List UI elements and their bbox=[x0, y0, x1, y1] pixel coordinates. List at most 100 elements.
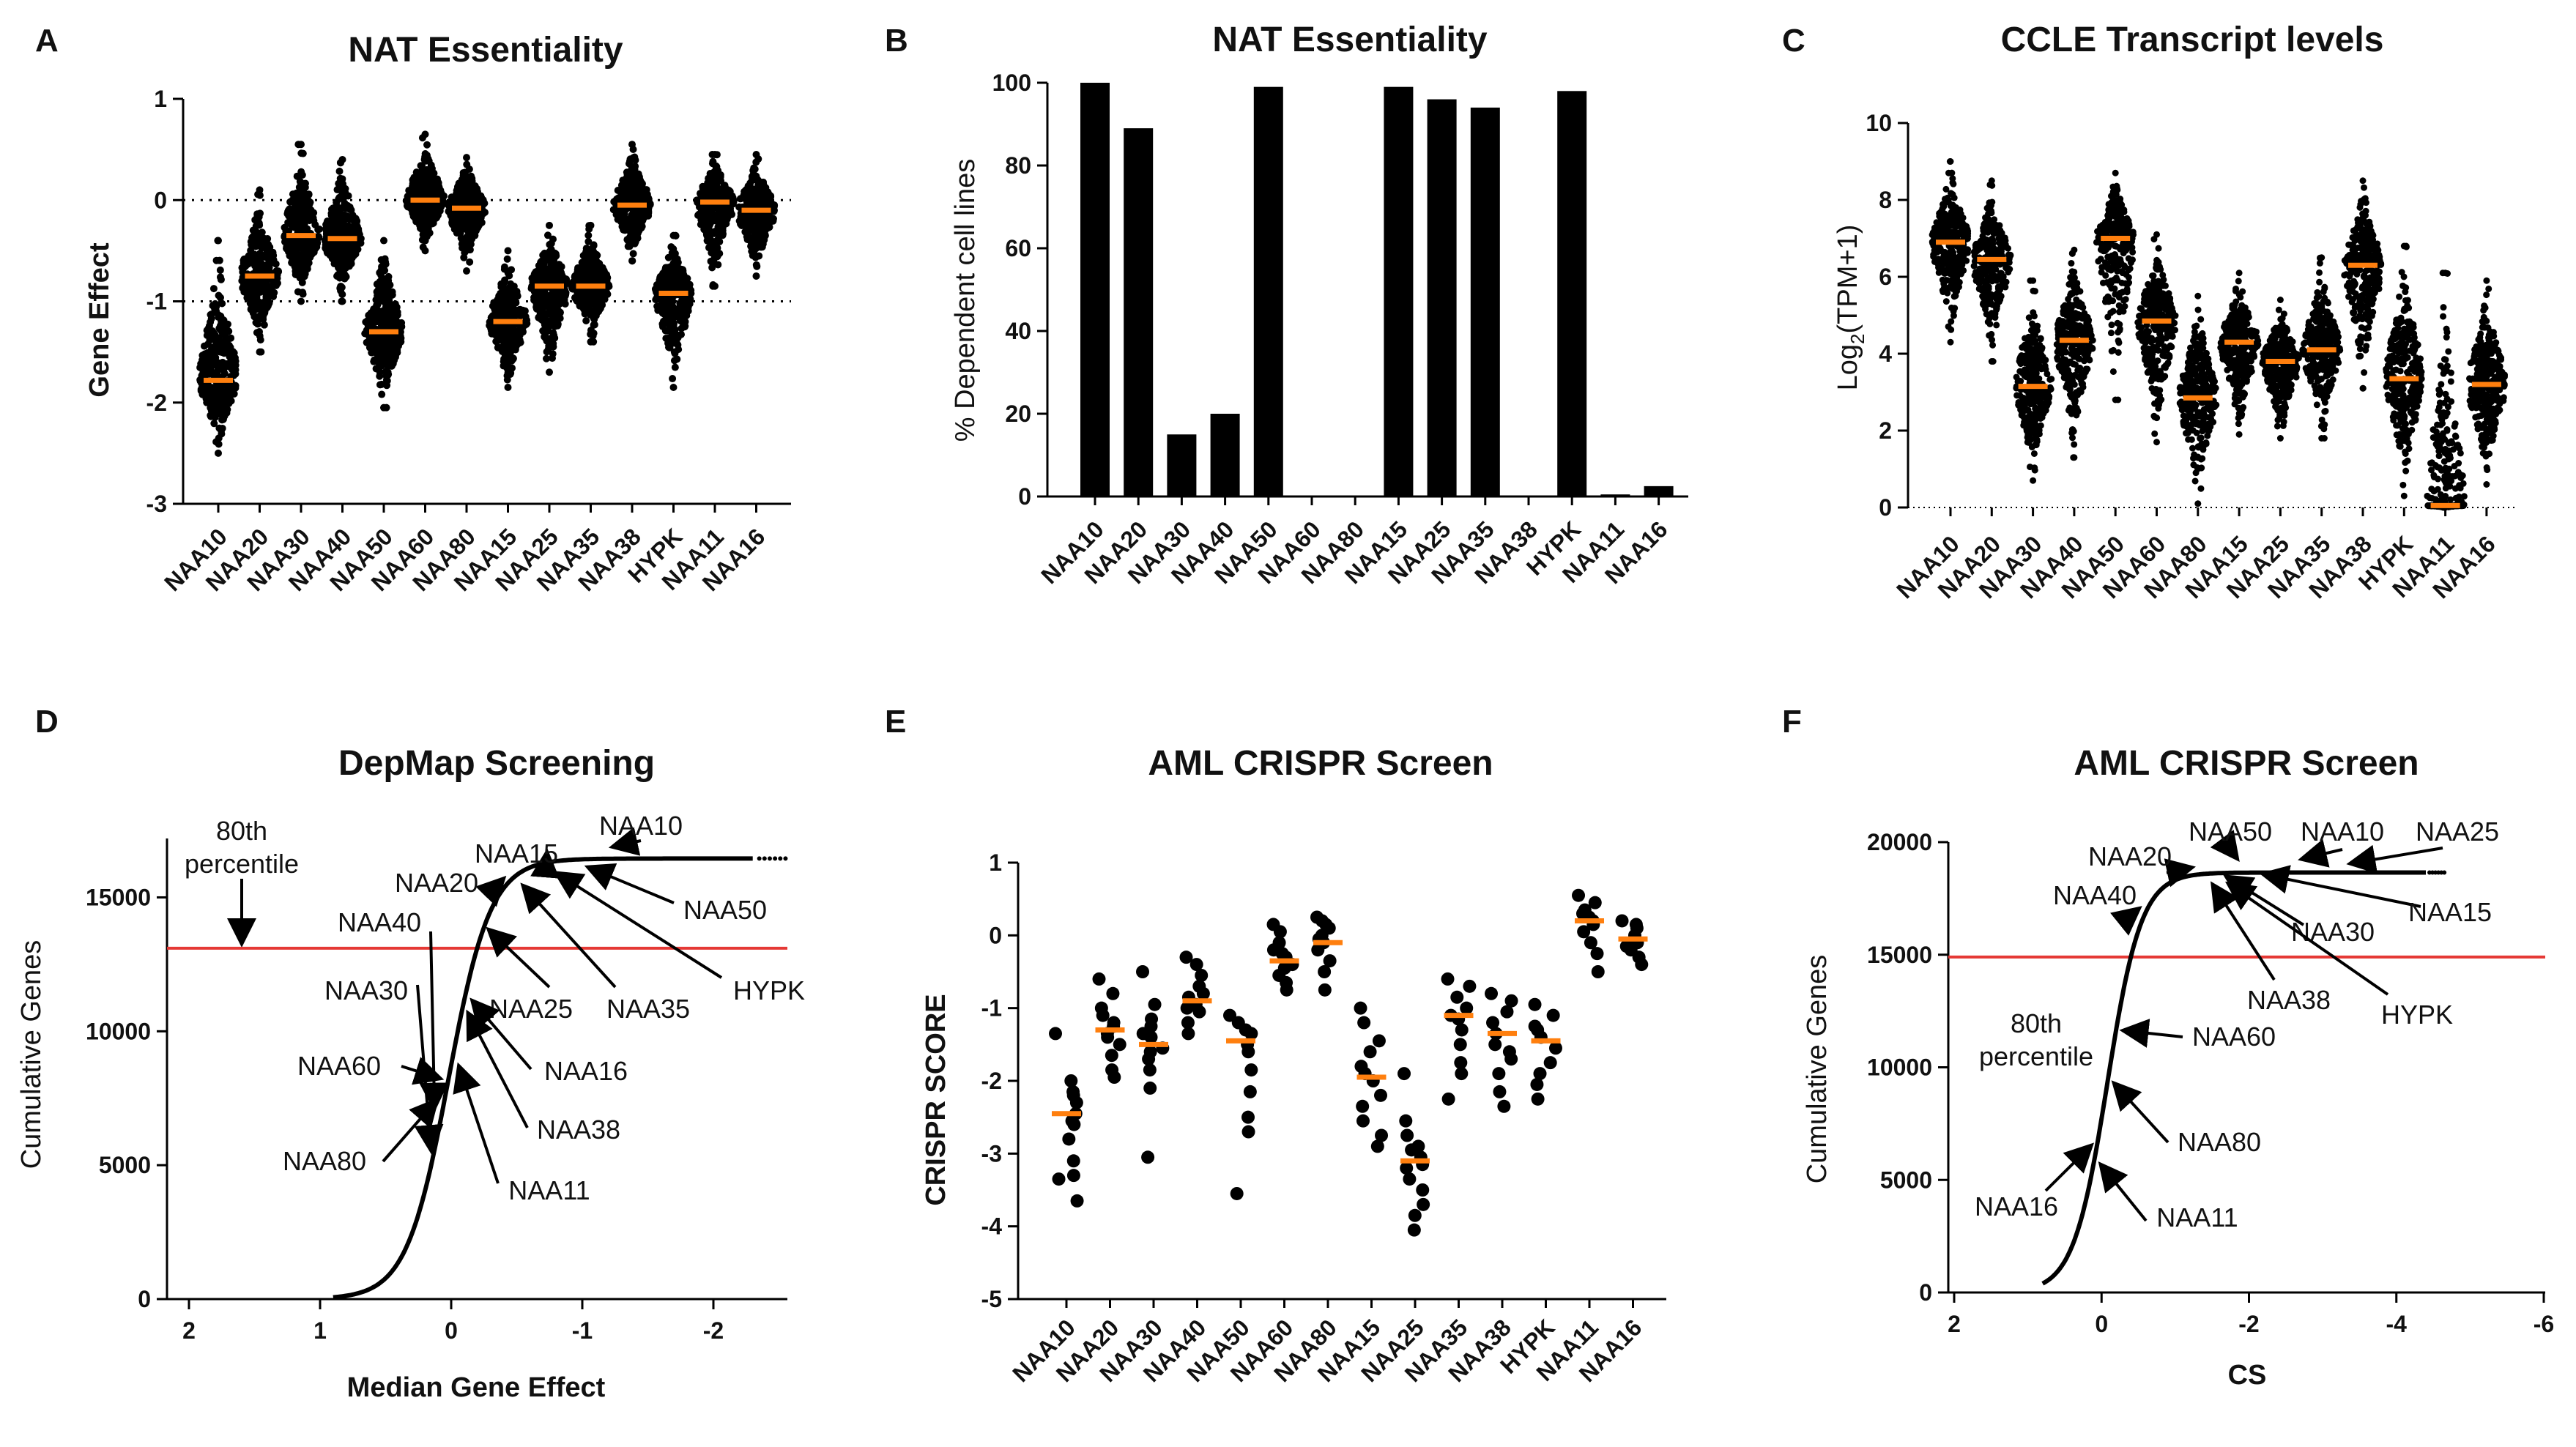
data-point bbox=[380, 316, 388, 324]
panel-a: A NAT Essentiality Gene Effect 10-1-2-3N… bbox=[35, 23, 791, 596]
data-point bbox=[595, 264, 604, 272]
data-point bbox=[752, 261, 760, 269]
data-point bbox=[463, 182, 471, 190]
data-point bbox=[389, 302, 397, 310]
data-point bbox=[294, 244, 302, 252]
data-point bbox=[376, 278, 384, 286]
panel-letter-a: A bbox=[35, 23, 59, 59]
data-point bbox=[548, 337, 556, 345]
data-point bbox=[197, 360, 205, 368]
data-point bbox=[560, 276, 568, 284]
data-point bbox=[539, 289, 547, 297]
data-point bbox=[332, 248, 340, 256]
data-point bbox=[540, 253, 548, 261]
data-point bbox=[346, 227, 354, 235]
category-naa60 bbox=[402, 130, 448, 255]
data-point bbox=[374, 291, 382, 300]
data-point bbox=[502, 301, 511, 309]
data-point bbox=[220, 349, 228, 357]
data-point bbox=[301, 270, 309, 278]
data-point bbox=[425, 217, 433, 225]
data-point bbox=[1984, 319, 1992, 326]
data-point bbox=[230, 371, 238, 379]
data-point bbox=[678, 324, 686, 332]
data-point bbox=[466, 246, 474, 254]
data-point bbox=[628, 181, 636, 189]
data-point bbox=[333, 206, 341, 214]
data-point bbox=[587, 338, 595, 346]
data-point bbox=[316, 225, 324, 233]
y-tick-label: 4 bbox=[1879, 341, 1892, 367]
data-point bbox=[371, 307, 379, 315]
data-point bbox=[261, 297, 270, 305]
y-tick-label: 80 bbox=[1005, 152, 1031, 179]
data-point bbox=[1985, 262, 1992, 269]
data-point bbox=[289, 217, 297, 226]
panel-letter-b: B bbox=[885, 23, 908, 59]
data-point bbox=[573, 288, 581, 296]
data-point bbox=[639, 214, 647, 222]
data-point bbox=[587, 326, 595, 334]
data-point bbox=[544, 327, 552, 335]
data-point bbox=[253, 277, 261, 285]
data-point bbox=[468, 223, 476, 231]
data-point bbox=[337, 287, 345, 295]
data-point bbox=[300, 184, 308, 192]
data-point bbox=[378, 390, 386, 398]
y-tick-label: 0 bbox=[1879, 494, 1892, 521]
bar-naa10 bbox=[1080, 83, 1110, 496]
data-point bbox=[714, 261, 722, 269]
data-point bbox=[363, 338, 371, 346]
data-point bbox=[344, 261, 352, 269]
data-point bbox=[423, 141, 431, 149]
data-point bbox=[383, 382, 391, 390]
data-point bbox=[292, 189, 300, 197]
data-point bbox=[1993, 321, 2000, 329]
data-point bbox=[471, 231, 479, 239]
data-point bbox=[1934, 223, 1941, 231]
data-point bbox=[660, 304, 668, 312]
data-point bbox=[198, 371, 206, 379]
category-naa20 bbox=[1970, 177, 2014, 365]
data-point bbox=[1961, 228, 1969, 236]
y-tick-label: 0 bbox=[154, 187, 167, 213]
data-point bbox=[338, 155, 346, 163]
data-point bbox=[587, 221, 595, 229]
data-point bbox=[249, 241, 257, 249]
data-point bbox=[466, 173, 474, 181]
y-tick-label: -1 bbox=[146, 289, 167, 315]
plot-area-c: 1086420NAA10NAA20NAA30NAA40NAA50NAA60NAA… bbox=[1866, 110, 2516, 603]
data-point bbox=[684, 303, 692, 311]
data-point bbox=[1983, 236, 1990, 243]
data-point bbox=[346, 215, 354, 223]
data-point bbox=[350, 252, 358, 260]
data-point bbox=[204, 340, 212, 348]
data-point bbox=[1998, 229, 2005, 237]
data-point bbox=[1946, 250, 1953, 257]
data-point bbox=[256, 312, 264, 320]
data-point bbox=[207, 406, 215, 414]
data-point bbox=[212, 256, 220, 264]
data-point bbox=[544, 266, 552, 274]
data-point bbox=[393, 316, 401, 324]
data-point bbox=[503, 330, 511, 338]
data-point bbox=[499, 283, 507, 291]
data-point bbox=[617, 217, 626, 226]
data-point bbox=[718, 229, 726, 237]
data-point bbox=[747, 235, 755, 243]
y-tick-label: 20 bbox=[1005, 401, 1031, 427]
data-point bbox=[463, 154, 470, 162]
data-point bbox=[593, 251, 601, 259]
data-point bbox=[623, 236, 631, 244]
data-point bbox=[226, 393, 234, 401]
data-point bbox=[508, 364, 516, 372]
bar-naa30 bbox=[1167, 434, 1197, 496]
data-point bbox=[1988, 330, 1995, 338]
data-point bbox=[756, 196, 764, 204]
data-point bbox=[1949, 207, 1956, 215]
data-point bbox=[587, 273, 595, 281]
data-point bbox=[386, 308, 394, 316]
data-point bbox=[264, 282, 272, 290]
data-point bbox=[555, 267, 563, 275]
data-point bbox=[1976, 266, 1983, 273]
